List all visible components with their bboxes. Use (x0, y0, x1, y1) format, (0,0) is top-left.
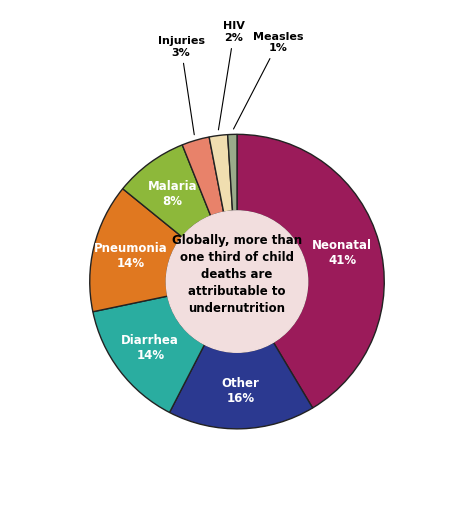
Circle shape (166, 211, 308, 352)
Text: Other
16%: Other 16% (221, 376, 259, 404)
Wedge shape (182, 137, 224, 216)
Text: HIV
2%: HIV 2% (219, 21, 245, 130)
Text: Measles
1%: Measles 1% (234, 32, 303, 129)
Text: Injuries
3%: Injuries 3% (157, 36, 205, 135)
Wedge shape (123, 145, 211, 237)
Text: Pneumonia
14%: Pneumonia 14% (94, 242, 168, 270)
Wedge shape (228, 134, 237, 211)
Text: Neonatal
41%: Neonatal 41% (312, 239, 372, 267)
Wedge shape (170, 342, 313, 429)
Text: Globally, more than
one third of child
deaths are
attributable to
undernutrition: Globally, more than one third of child d… (172, 234, 302, 315)
Wedge shape (209, 134, 233, 212)
Wedge shape (93, 296, 205, 413)
Text: Diarrhea
14%: Diarrhea 14% (121, 334, 179, 362)
Wedge shape (237, 134, 384, 408)
Text: Malaria
8%: Malaria 8% (147, 180, 197, 208)
Wedge shape (90, 189, 182, 312)
